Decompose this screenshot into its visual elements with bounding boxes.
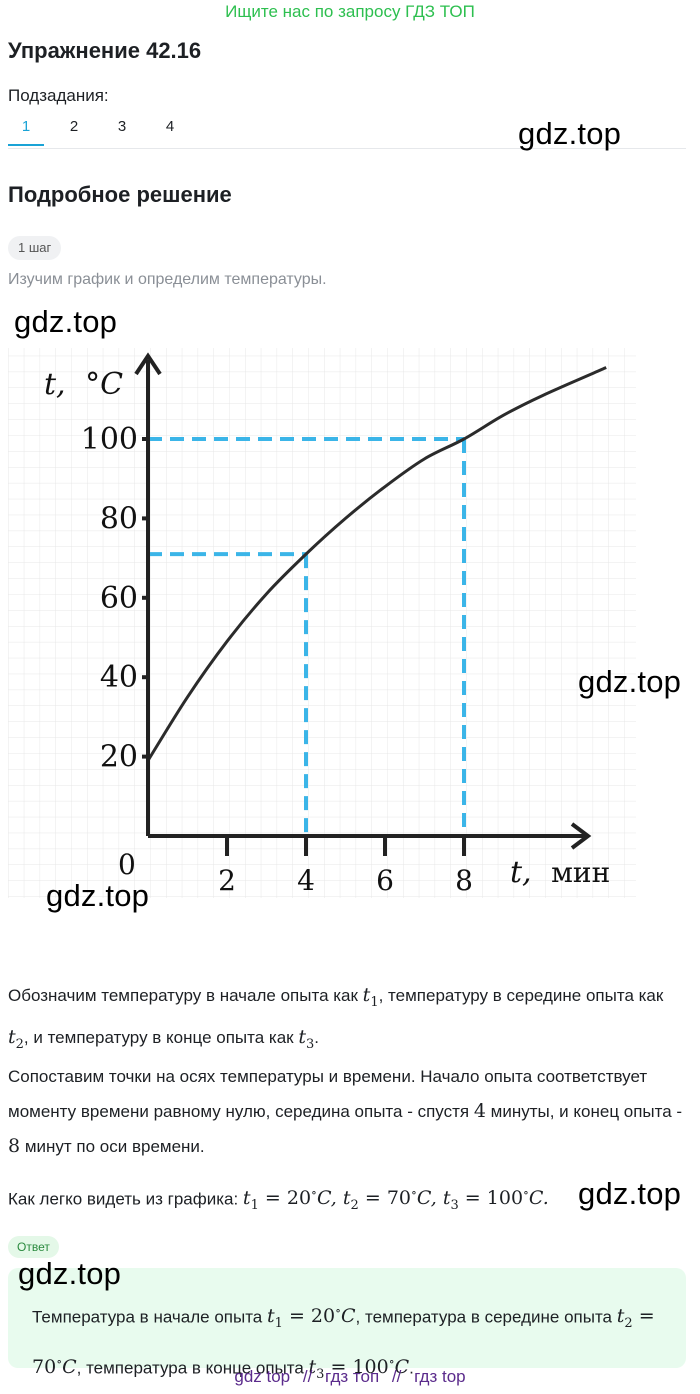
watermark: gdz.top [14,304,118,339]
para1-text-a: Обозначим температуру в начале опыта как [8,986,363,1005]
tab-subtask-4[interactable]: 4 [165,118,175,135]
paragraph-definitions: Обозначим температуру в начале опыта как… [8,978,688,1062]
footer-separator: // [391,1367,402,1386]
step-hint: Изучим график и определим температуры. [8,271,327,288]
chart-grid [8,348,636,898]
exercise-title: Упражнение 42.16 [8,38,202,63]
footer-link[interactable]: gdz top [234,1367,291,1386]
math-t3: t3 [298,1025,315,1052]
paragraph-time-points: Сопоставим точки на осях температуры и в… [8,1060,688,1164]
tab-subtask-1[interactable]: 1 [21,118,31,135]
y-tick-label: 100 [81,422,138,457]
tab-subtask-2[interactable]: 2 [69,118,79,135]
x-axis-variable: t, [510,855,532,890]
paragraph-result: Как легко видеть из графика: t1 = 20∘C, … [8,1176,688,1223]
x-axis-unit: мин [551,856,610,889]
y-axis-label: t, °C [44,367,123,402]
answer-math-t1: t1 = 20∘C [266,1304,356,1332]
answer-text-a: Температура в начале опыта [32,1307,267,1327]
answer-math-t3: t3 = 100∘C [308,1355,410,1383]
para1-text-d: . [314,1027,319,1047]
para2-text-b: минуты, и конец опыта - [485,1102,683,1121]
x-axis-label: t, мин [510,855,610,890]
subtasks-label: Подзадания: [8,86,109,105]
para2-text-a: Сопоставим точки на осях температуры и в… [8,1067,648,1121]
x-tick-label: 8 [455,864,473,897]
subtask-tabs: 1 2 3 4 [8,118,686,149]
footer-links: gdz top // гдз топ // гдз top [0,1367,700,1387]
y-axis-variable: t, [44,367,66,402]
math-result: t1 = 20∘C, t2 = 70∘C, t3 = 100∘C. [242,1186,549,1214]
temperature-curve [146,366,607,762]
answer-box [8,1268,686,1368]
footer-link[interactable]: гдз top [414,1367,466,1386]
answer-math-t2: t2 = 70∘C [32,1305,655,1379]
answer-text-d: . [409,1358,414,1378]
para1-text-b: , температуру в середине опыта как [378,986,664,1005]
math-number-4: 4 [473,1100,486,1122]
footer-separator: // [302,1367,313,1386]
x-tick-label: 2 [218,864,236,897]
y-tick-label: 20 [100,740,138,775]
tab-subtask-3[interactable]: 3 [117,118,127,135]
step-badge: 1 шаг [8,236,62,260]
para2-text-c: минут по оси времени. [20,1137,205,1156]
chart-svg: 2 4 6 8 20 40 60 80 100 t, °C t, мин 0 [8,348,636,898]
y-tick-label: 60 [100,581,138,616]
answer-text-c: , температура в конце опыта [76,1358,309,1378]
x-tick-label: 6 [376,864,394,897]
watermark: gdz.top [18,1256,122,1291]
math-number-8: 8 [8,1135,21,1157]
answer-text: Температура в начале опыта t1 = 20∘C, те… [32,1292,682,1394]
watermark: gdz.top [578,1176,682,1211]
math-t2: t2 [8,1025,24,1052]
temperature-chart: 2 4 6 8 20 40 60 80 100 t, °C t, мин 0 [8,308,636,908]
answer-text-b: , температура в середине опыта [355,1307,617,1327]
x-tick-label: 4 [297,864,315,897]
top-banner: Ищите нас по запросу ГДЗ ТОП [225,2,475,21]
y-tick-label: 80 [100,501,138,536]
footer-link[interactable]: гдз топ [325,1367,380,1386]
watermark: gdz.top [46,878,150,913]
active-tab-indicator [8,144,44,146]
section-title: Подробное решение [8,182,232,207]
math-t1: t1 [362,984,379,1010]
y-axis-arrow [134,352,162,376]
para3-text-a: Как легко видеть из графика: [8,1189,243,1209]
para1-text-c: , и температуру в конце опыта как [23,1027,299,1047]
watermark: gdz.top [518,116,622,151]
origin-label: 0 [118,848,136,881]
answer-badge: Ответ [8,1236,59,1258]
y-axis-unit: °C [85,367,123,402]
x-axis-arrow [570,822,592,850]
watermark: gdz.top [578,664,682,699]
y-tick-label: 40 [100,660,138,695]
